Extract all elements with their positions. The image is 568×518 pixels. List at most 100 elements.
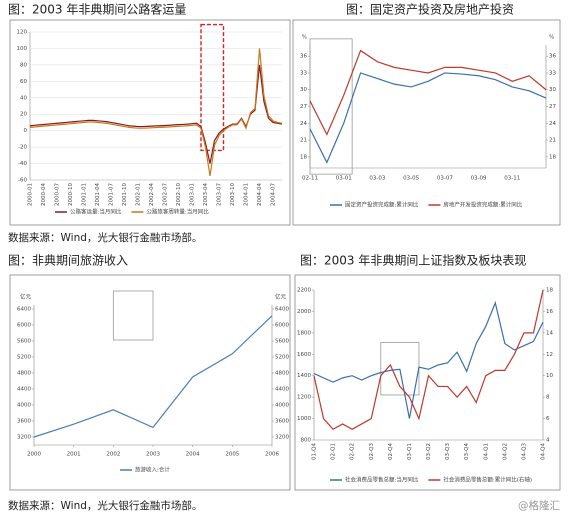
y-tick-label: 6000 <box>17 323 31 329</box>
y2-tick-label: 4000 <box>275 403 289 409</box>
x-tick-label: 2000-04 <box>41 183 47 206</box>
y-tick-label: 6400 <box>17 307 31 313</box>
x-tick-label: 02-Q4 <box>388 443 394 461</box>
y-tick-label: -40 <box>18 161 27 167</box>
watermark: @格隆汇 <box>518 499 560 512</box>
y-tick-label: 60 <box>20 79 27 85</box>
y-tick-label: 3600 <box>17 419 31 425</box>
y-tick-label: 100 <box>17 46 28 52</box>
y-tick-label: 4800 <box>17 371 31 377</box>
y2-tick-label: 30 <box>549 87 556 93</box>
series-line <box>309 49 547 136</box>
y-tick-label: 0 <box>24 128 28 134</box>
legend-label: 房地产开发投资完成额:累计同比 <box>443 201 522 209</box>
x-tick-label: 03-11 <box>504 176 520 182</box>
panel <box>9 274 291 491</box>
chart-title: 图：2003 年非典期间上证指数及板块表现 <box>300 253 526 268</box>
x-tick-label: 04-Q3 <box>521 443 527 461</box>
legend-label: 固定资产投资完成额:累计同比 <box>345 201 419 209</box>
x-tick-label: 02-Q1 <box>331 443 337 460</box>
y2-tick-label: 4 <box>546 438 550 444</box>
x-tick-label: 2002 <box>106 452 120 458</box>
y-tick-label: 1200 <box>297 395 311 401</box>
x-tick-label: 01-Q4 <box>312 443 318 461</box>
series-line <box>313 289 544 431</box>
y2-tick-label: 33 <box>549 70 556 76</box>
x-tick-label: 2004-04 <box>257 183 263 206</box>
x-tick-label: 04-Q1 <box>483 443 489 460</box>
y2-tick-label: 36 <box>549 54 556 60</box>
x-tick-label: 2002-10 <box>176 183 182 206</box>
x-tick-label: 2002-01 <box>136 183 142 206</box>
x-tick-label: 2003-07 <box>217 183 223 206</box>
x-tick-label: 03-01 <box>336 176 352 182</box>
y-tick-label: 800 <box>301 438 312 444</box>
y2-tick-label: 4800 <box>275 371 289 377</box>
x-tick-label: 2004 <box>186 452 200 458</box>
x-tick-label: 03-09 <box>471 176 487 182</box>
y-unit: 亿元 <box>20 293 32 301</box>
y2-tick-label: 3600 <box>275 419 289 425</box>
legend-label: 社会消费品零售总额:累计同比(右轴) <box>443 476 532 484</box>
series-line <box>29 48 283 176</box>
y2-tick-label: 10 <box>546 373 553 379</box>
y-tick-label: 5600 <box>17 339 31 345</box>
y-tick-label: 33 <box>300 70 307 76</box>
highlight-box <box>112 290 154 341</box>
x-tick-label: 03-Q4 <box>464 443 470 461</box>
legend-label: 公路旅客周转量:当月同比 <box>146 208 209 216</box>
x-tick-label: 03-07 <box>437 176 453 182</box>
x-tick-label: 03-05 <box>403 176 419 182</box>
y2-tick-label: 21 <box>549 138 556 144</box>
x-tick-label: 2005 <box>225 452 239 458</box>
x-tick-label: 2000-07 <box>55 183 61 206</box>
x-tick-label: 2003-04 <box>203 183 209 206</box>
legend-label: 社会消费品零售总额:当月同比 <box>345 476 419 484</box>
y-tick-label: 24 <box>300 121 307 127</box>
y-tick-label: 40 <box>20 95 27 101</box>
x-tick-label: 2001-10 <box>122 183 128 206</box>
x-tick-label: 2001-07 <box>109 183 115 206</box>
y2-unit: 亿元 <box>275 293 287 301</box>
y-tick-label: 36 <box>300 54 307 60</box>
y-tick-label: 1800 <box>297 330 311 336</box>
y2-tick-label: 16 <box>546 309 553 315</box>
y-tick-label: 1000 <box>297 416 311 422</box>
series-line <box>33 315 273 438</box>
x-tick-label: 2000-10 <box>68 183 74 206</box>
highlight-box <box>309 38 353 175</box>
series-line <box>313 300 544 419</box>
x-tick-label: 2000-01 <box>28 183 34 206</box>
y-tick-label: -60 <box>18 178 27 184</box>
series-line <box>309 72 547 164</box>
y2-tick-label: 18 <box>549 154 556 160</box>
x-tick-label: 04-Q4 <box>541 443 547 461</box>
y-tick-label: 4400 <box>17 387 31 393</box>
x-tick-label: 2000 <box>27 452 41 458</box>
legend-label: 公路客运量:当月同比 <box>70 208 122 216</box>
y2-tick-label: 18 <box>546 288 553 294</box>
y-tick-label: 120 <box>17 30 28 36</box>
y2-tick-label: 5200 <box>275 355 289 361</box>
source: 数据来源：Wind，光大银行金融市场部。 <box>8 231 202 244</box>
y-tick-label: -20 <box>18 145 27 151</box>
panel <box>9 19 291 226</box>
y-tick-label: 4000 <box>17 403 31 409</box>
y2-tick-label: 3200 <box>275 435 289 441</box>
source: 数据来源：Wind，光大银行金融市场部。 <box>8 499 202 512</box>
y-tick-label: 2200 <box>297 288 311 294</box>
x-tick-label: 02-Q3 <box>369 443 375 461</box>
y2-unit: % <box>549 35 554 41</box>
y-tick-label: 21 <box>300 138 307 144</box>
y-tick-label: 80 <box>20 62 27 68</box>
y2-tick-label: 14 <box>546 330 553 336</box>
x-tick-label: 04-Q2 <box>502 443 508 460</box>
x-tick-label: 03-03 <box>369 176 385 182</box>
y2-tick-label: 6000 <box>275 323 289 329</box>
x-tick-label: 03-Q2 <box>426 443 432 460</box>
x-tick-label: 2001-01 <box>82 183 88 206</box>
x-tick-label: 03-Q1 <box>407 443 413 460</box>
x-tick-label: 03-Q3 <box>445 443 451 461</box>
x-tick-label: 2006 <box>265 452 279 458</box>
